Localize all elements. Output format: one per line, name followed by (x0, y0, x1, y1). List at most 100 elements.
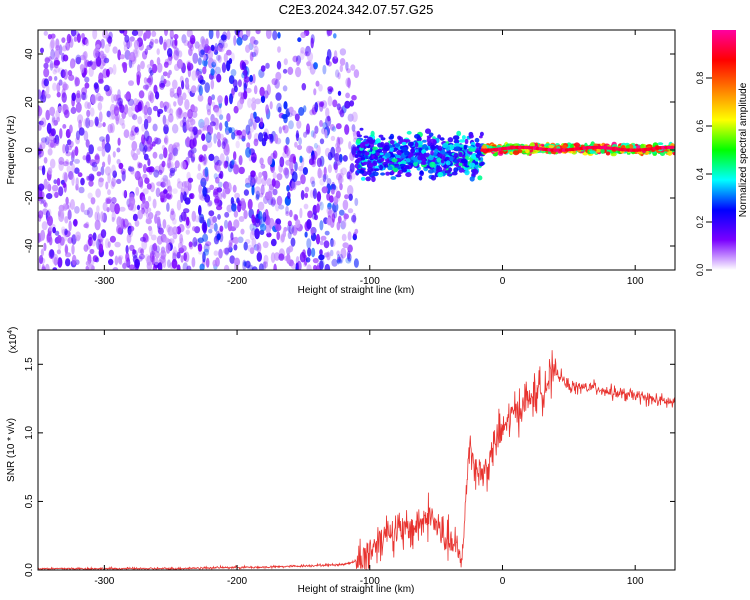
heatmap-cell (146, 183, 152, 190)
heatmap-cell (266, 232, 272, 238)
heatmap-cell (213, 155, 220, 166)
heatmap-cell (185, 156, 190, 166)
heatmap-cell (193, 106, 198, 113)
heatmap-cell (197, 70, 202, 76)
heatmap-cell (65, 258, 71, 267)
heatmap-cell (130, 130, 134, 137)
heatmap-cell (271, 199, 277, 206)
heatmap-cell (100, 166, 105, 176)
heatmap-cell (137, 247, 143, 254)
heatmap-cell (233, 35, 237, 46)
heatmap-cell (278, 248, 285, 260)
heatmap-cell (119, 104, 125, 113)
heatmap-cell (45, 109, 50, 121)
heatmap-cell (311, 104, 317, 116)
heatmap-cell (440, 149, 446, 155)
heatmap-cell (233, 244, 238, 251)
heatmap-cell (113, 106, 120, 117)
heatmap-cell (224, 120, 229, 128)
heatmap-cell (251, 214, 256, 224)
heatmap-cell (326, 49, 332, 60)
heatmap-cell (258, 192, 264, 198)
heatmap-cell (146, 115, 152, 124)
heatmap-cell (306, 51, 314, 62)
heatmap-cell (294, 113, 300, 122)
heatmap-cell (205, 38, 209, 47)
heatmap-cell (42, 208, 49, 215)
heatmap-cell (147, 106, 153, 116)
heatmap-cell (309, 176, 315, 185)
heatmap-cell (418, 176, 423, 181)
heatmap-cell (249, 247, 255, 255)
heatmap-cell (348, 193, 353, 201)
heatmap-cell (167, 72, 171, 79)
heatmap-cell (346, 68, 351, 74)
heatmap-cell (137, 209, 144, 220)
heatmap-x-tick-label: 0 (500, 276, 506, 287)
heatmap-cell (249, 36, 256, 45)
heatmap-cell (65, 159, 69, 165)
heatmap-cell (248, 176, 255, 187)
heatmap-cell (227, 220, 233, 232)
heatmap-cell (336, 258, 343, 264)
heatmap-cell (65, 143, 69, 154)
heatmap-cell (347, 185, 354, 196)
heatmap-cell (349, 163, 355, 173)
heatmap-cell (84, 101, 90, 109)
heatmap-cell (198, 68, 203, 75)
heatmap-cell (314, 125, 319, 134)
heatmap-cell (410, 156, 416, 161)
heatmap-cell (240, 228, 245, 235)
heatmap-cell (342, 155, 348, 162)
heatmap-cell (336, 250, 340, 256)
heatmap-cell (243, 76, 250, 83)
heatmap-cell (52, 267, 58, 270)
heatmap-cell (178, 242, 183, 251)
heatmap-cell (212, 188, 219, 196)
heatmap-cell (170, 208, 175, 216)
heatmap-cell (176, 181, 184, 189)
heatmap-cell (108, 258, 114, 266)
colorbar: 0.0 0.2 0.4 0.6 0.8 Normalized spectral ampl… (695, 30, 749, 276)
heatmap-cell (117, 255, 124, 261)
heatmap-cell (174, 160, 180, 169)
heatmap-cell (330, 146, 336, 158)
heatmap-cell (55, 109, 60, 120)
heatmap-cell (303, 105, 307, 113)
heatmap-cell (153, 137, 159, 144)
heatmap-cell (196, 172, 203, 180)
heatmap-cell (413, 160, 418, 167)
colorbar-tick-label: 0.6 (695, 120, 705, 133)
heatmap-cell (149, 59, 154, 67)
heatmap-cell (227, 164, 233, 173)
heatmap-cell (80, 202, 85, 213)
heatmap-cell (203, 243, 210, 253)
heatmap-cell (287, 231, 292, 240)
snr-y-tick-label: 1.0 (24, 425, 35, 439)
heatmap-cell (433, 152, 437, 157)
heatmap-cell (198, 118, 205, 129)
heatmap-cell (324, 230, 330, 236)
heatmap-cell (66, 33, 72, 44)
heatmap-cell (410, 148, 416, 154)
heatmap-cell (109, 235, 116, 243)
heatmap-cell (256, 251, 262, 262)
heatmap-cell (168, 113, 174, 123)
heatmap-cell (173, 47, 179, 56)
colorbar-tick-label: 0.8 (695, 72, 705, 85)
heatmap-cell (112, 170, 117, 178)
heatmap-cell (64, 109, 70, 119)
heatmap-y-tick-label: 40 (24, 48, 35, 60)
heatmap-cell (47, 34, 53, 40)
heatmap-cell (271, 78, 278, 86)
heatmap-cell (171, 39, 178, 49)
heatmap-cell (453, 152, 459, 158)
heatmap-cell (420, 154, 425, 158)
heatmap-cell (73, 36, 78, 42)
heatmap-cell (99, 136, 106, 142)
heatmap-cell (160, 250, 167, 259)
heatmap-cell (255, 194, 260, 201)
heatmap-cell (329, 195, 334, 203)
heatmap-cell (336, 103, 341, 111)
heatmap-cell (145, 212, 150, 218)
